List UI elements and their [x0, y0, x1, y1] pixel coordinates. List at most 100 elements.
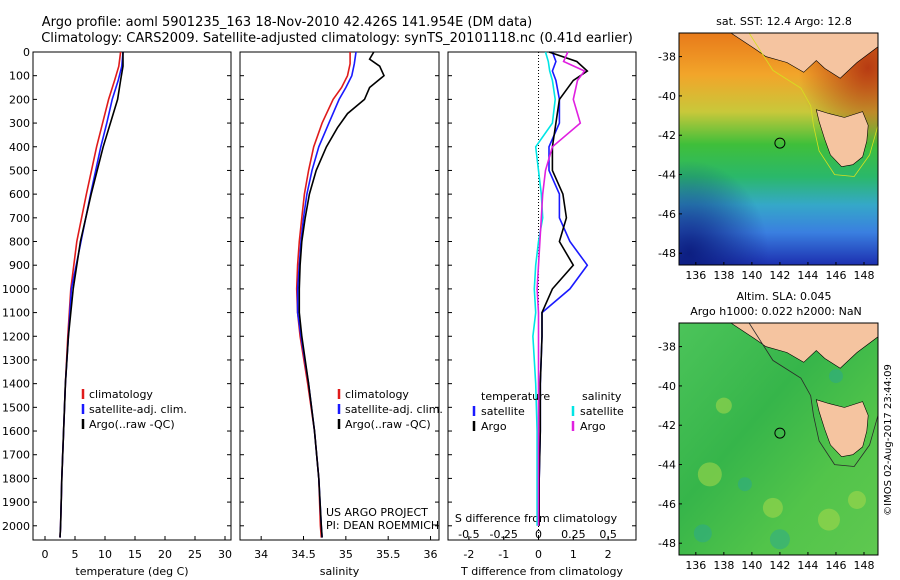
argo-float-marker [774, 137, 786, 149]
y-tick-label: 1900 [2, 496, 30, 509]
credit-text: US ARGO PROJECT [326, 506, 428, 519]
x-tick-label: 0 [42, 548, 49, 561]
legend-label: Argo(..raw -QC) [345, 418, 431, 431]
pi-text: PI: DEAN ROEMMICH [326, 519, 439, 532]
legend-label: satellite-adj. clim. [345, 403, 443, 416]
x-tick-label: 138 [713, 559, 734, 572]
x-tick-label: 1 [570, 548, 577, 561]
sla-high-blob [762, 497, 783, 518]
x-tick-label: 136 [685, 559, 706, 572]
y-tick-label: 600 [9, 188, 30, 201]
legend-title: salinity [582, 390, 622, 403]
sst-map: 136 138 140 142 144 146 148 -38 -40 -42 -44 -46 -48 [658, 32, 879, 282]
x-tick-label: 148 [853, 559, 874, 572]
shelf-contour [748, 32, 879, 177]
temperature-profile-panel: 0100200300400500600700800900100011001200… [2, 46, 232, 578]
series-line [532, 51, 557, 526]
x-axis-label: temperature (deg C) [75, 565, 188, 578]
y-tick-label: -44 [658, 459, 676, 472]
tasmania [815, 399, 869, 458]
y-tick-label: 800 [9, 236, 30, 249]
y-tick-label: 1700 [2, 449, 30, 462]
series-line [536, 51, 586, 526]
y-tick-label: -48 [658, 247, 676, 260]
y-tick-label: -38 [658, 341, 676, 354]
x-tick-label: 148 [853, 269, 874, 282]
y-tick-label: 500 [9, 164, 30, 177]
x-axis-label: salinity [320, 565, 360, 578]
x-tick-label: 36 [424, 548, 438, 561]
y-tick-label: 200 [9, 93, 30, 106]
x-tick-label: 34.5 [291, 548, 316, 561]
legend-label: climatology [345, 388, 409, 401]
x-tick-label: 144 [797, 269, 818, 282]
y-tick-label: -40 [658, 90, 676, 103]
series-line [59, 51, 124, 538]
sla-high-blob [847, 490, 866, 509]
y-tick-label: 1000 [2, 283, 30, 296]
x-tick-label: -1 [498, 548, 509, 561]
x-tick-label: 146 [825, 559, 846, 572]
y-tick-label: -40 [658, 380, 676, 393]
sla-high-blob [715, 397, 732, 414]
x2-tick-label: 0 [535, 528, 542, 541]
legend-label: Argo [481, 420, 507, 433]
legend-label: Argo [580, 420, 606, 433]
map-frame [678, 322, 879, 556]
y-tick-label: 1200 [2, 330, 30, 343]
y-tick-label: 300 [9, 117, 30, 130]
sla-low-blob [828, 369, 843, 384]
series-line [59, 52, 124, 538]
series-line [298, 51, 385, 538]
y-tick-label: 1400 [2, 378, 30, 391]
series-line [295, 52, 351, 538]
x-tick-label: 146 [825, 269, 846, 282]
series-line [59, 51, 122, 538]
x2-axis-label: S difference from climatology [455, 512, 618, 525]
y-tick-label: 100 [9, 70, 30, 83]
sla-low-blob [693, 524, 712, 543]
y-tick-label: 1600 [2, 425, 30, 438]
x-tick-label: -2 [463, 548, 474, 561]
x-tick-label: 35 [339, 548, 353, 561]
x-tick-label: 20 [158, 548, 172, 561]
sla-low-blob [737, 477, 752, 492]
x-tick-label: 34 [254, 548, 268, 561]
sst-map-title: sat. SST: 12.4 Argo: 12.8 [716, 15, 852, 28]
y-tick-label: 1800 [2, 472, 30, 485]
y-tick-label: 700 [9, 212, 30, 225]
x-tick-label: 142 [769, 559, 790, 572]
legend-label: satellite-adj. clim. [89, 403, 187, 416]
x2-tick-label: -0.5 [458, 528, 479, 541]
x-tick-label: 2 [605, 548, 612, 561]
y-tick-label: 1300 [2, 354, 30, 367]
x2-tick-label: 0.5 [599, 528, 617, 541]
y-tick-label: 400 [9, 141, 30, 154]
y-tick-label: -42 [658, 129, 676, 142]
y-tick-label: 900 [9, 259, 30, 272]
y-tick-label: 1500 [2, 401, 30, 414]
x-tick-label: 35.5 [376, 548, 401, 561]
x-tick-label: 0 [535, 548, 542, 561]
sla-high-blob [697, 462, 722, 487]
x-tick-label: 15 [128, 548, 142, 561]
x-tick-label: 5 [72, 548, 79, 561]
x-tick-label: 10 [98, 548, 112, 561]
y-tick-label: 0 [23, 46, 30, 59]
sla-map-title: Altim. SLA: 0.045 [736, 290, 831, 303]
y-tick-label: -46 [658, 498, 676, 511]
argo-float-marker [774, 427, 786, 439]
map-frame [678, 32, 879, 266]
y-tick-label: -44 [658, 169, 676, 182]
tasmania [815, 109, 869, 168]
legend-label: climatology [89, 388, 153, 401]
x-axis-label: T difference from climatology [460, 565, 623, 578]
salinity-profile-panel: 34 34.5 35 35.5 36 salinity climatology satelli… [239, 51, 443, 578]
y-tick-label: 1100 [2, 307, 30, 320]
legend-label: satellite [580, 405, 624, 418]
x-tick-label: 144 [797, 559, 818, 572]
series-line [296, 51, 357, 538]
x-tick-label: 25 [188, 548, 202, 561]
x-tick-label: 140 [741, 559, 762, 572]
